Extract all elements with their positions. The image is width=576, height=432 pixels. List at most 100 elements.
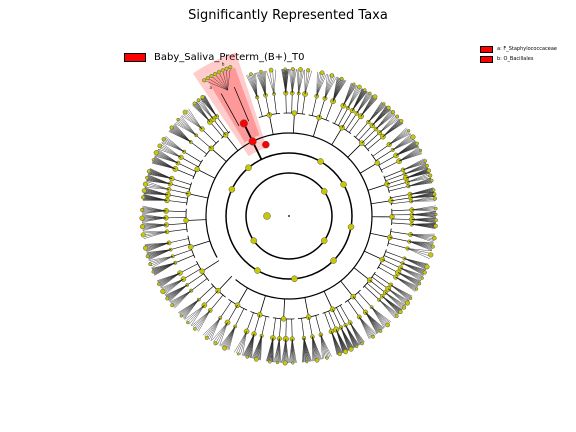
leaf-node — [145, 175, 149, 180]
leaf-branch — [320, 334, 326, 359]
branch — [349, 116, 362, 133]
leaf-branch — [375, 113, 396, 130]
leaf-branch — [154, 156, 176, 170]
leaf-branch — [149, 256, 173, 263]
highlight-node — [262, 140, 270, 149]
leaf-branch — [144, 187, 168, 196]
leaf-branch — [379, 118, 400, 133]
leaf-branch — [162, 278, 184, 292]
leaf-node — [151, 270, 155, 274]
branch — [315, 315, 322, 335]
leaf-branch — [141, 214, 167, 219]
leaf-branch — [359, 316, 375, 336]
leaf-branch — [289, 338, 293, 364]
leaf-node — [192, 101, 197, 106]
clade-node — [183, 217, 189, 224]
branch — [279, 318, 282, 339]
leaf-node — [433, 223, 438, 229]
leaf-node — [228, 65, 233, 70]
leaf-branch — [324, 75, 332, 99]
leaf-branch — [359, 316, 373, 338]
leaf-branch — [200, 98, 214, 120]
branch — [359, 162, 378, 174]
leaf-node — [145, 254, 150, 259]
branch — [190, 240, 210, 248]
leaf-branch — [324, 74, 328, 99]
branch — [179, 263, 198, 274]
plot-title: Significantly Represented Taxa — [188, 8, 388, 23]
leaf-branch — [359, 316, 372, 338]
leaf-node — [282, 360, 288, 366]
leaf-node — [224, 66, 229, 71]
branch — [332, 309, 342, 328]
leaf-branch — [331, 331, 338, 355]
leaf-node — [268, 359, 272, 364]
leaf-node — [394, 314, 399, 319]
leaf-branch — [188, 108, 203, 130]
leaf-branch — [347, 86, 359, 109]
leaf-branch — [343, 85, 357, 106]
leaf-branch — [371, 307, 385, 328]
clade-node — [379, 256, 386, 263]
branch — [220, 93, 240, 127]
leaf-branch — [399, 153, 423, 162]
branch — [372, 144, 390, 157]
branch — [312, 117, 320, 137]
leaf-branch — [402, 263, 424, 276]
leaf-branch — [177, 119, 197, 136]
branch — [233, 86, 250, 122]
leaf-node — [401, 305, 407, 310]
leaf-node — [407, 129, 411, 133]
clade-node — [340, 181, 347, 188]
branch — [171, 178, 191, 185]
leaf-branch — [178, 118, 197, 136]
leaf-branch — [251, 335, 262, 359]
branch — [216, 116, 229, 133]
leaf-branch — [390, 284, 410, 301]
branch — [209, 121, 224, 138]
leaf-branch — [411, 214, 437, 218]
leaf-branch — [163, 138, 185, 152]
leaf-node — [151, 158, 155, 162]
leaf-branch — [410, 234, 434, 243]
leaf-branch — [400, 267, 422, 281]
clade-node — [389, 214, 395, 220]
branch — [382, 259, 401, 269]
clade-node — [330, 257, 337, 264]
leaf-branch — [273, 338, 280, 363]
leaf-branch — [207, 317, 221, 339]
leaf-branch — [320, 334, 331, 358]
leaf-branch — [150, 256, 173, 267]
leaf-branch — [160, 278, 184, 289]
leaf-branch — [320, 334, 329, 358]
branch — [166, 228, 187, 233]
leaf-branch — [298, 69, 305, 94]
branch — [195, 135, 212, 149]
branch — [391, 209, 412, 212]
clade-node — [329, 306, 336, 313]
leaf-node — [429, 178, 434, 183]
leaf-branch — [281, 338, 286, 363]
leaf-branch — [204, 80, 228, 91]
leaf-node — [372, 94, 378, 100]
leaf-branch — [408, 182, 433, 187]
branch — [369, 279, 386, 293]
leaf-branch — [142, 231, 168, 234]
branch — [227, 305, 238, 323]
leaf-branch — [209, 317, 221, 340]
class-ring — [225, 152, 353, 280]
clade-node — [194, 166, 200, 172]
branch — [186, 219, 207, 221]
leaf-branch — [320, 334, 323, 360]
leaf-branch — [392, 139, 415, 151]
leaf-branch — [205, 317, 221, 338]
leaf-branch — [292, 69, 297, 94]
leaf-branch — [324, 75, 334, 99]
leaf-node — [433, 218, 438, 223]
clade-key-legend: a: F_Staphylococcaceae b: O_Bacillales — [480, 44, 557, 64]
leaf-branch — [161, 142, 182, 158]
branch — [358, 125, 373, 141]
leaf-branch — [368, 105, 387, 123]
leaf-branch — [387, 288, 407, 306]
leaf-branch — [359, 316, 370, 340]
